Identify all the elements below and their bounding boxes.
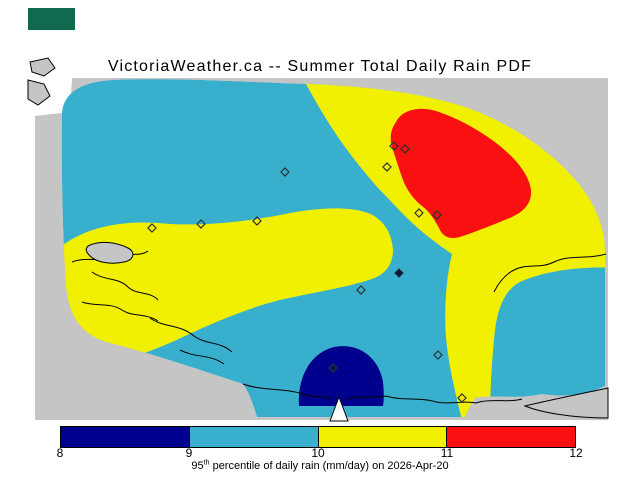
tick-10: 10 xyxy=(311,446,325,460)
tick-12: 12 xyxy=(569,446,583,460)
colorbar-segment-9-10 xyxy=(188,427,318,447)
station-marker xyxy=(356,285,366,295)
station-marker xyxy=(147,223,157,233)
colorbar-segment-8-9 xyxy=(61,427,189,447)
colorbar-ticks: 8 9 10 11 12 xyxy=(56,446,583,460)
rain-field-11-12 xyxy=(390,108,532,239)
station-marker xyxy=(280,167,290,177)
map-fragment-2 xyxy=(27,79,51,106)
rain-field-8-9 xyxy=(298,346,384,406)
coastline-south-west xyxy=(242,383,333,400)
banner-fragment xyxy=(28,8,75,30)
station-marker xyxy=(400,144,410,154)
colorbar-caption: 95th percentile of daily rain (mm/day) o… xyxy=(0,459,640,472)
station-marker xyxy=(432,210,442,220)
colorbar xyxy=(60,426,576,448)
coastline-inlet-3 xyxy=(81,301,159,322)
coastlines xyxy=(33,62,607,404)
station-marker xyxy=(389,141,399,151)
tick-9: 9 xyxy=(185,446,193,460)
rain-field-10-11-west-band xyxy=(61,208,393,365)
colorbar-segment-10-11 xyxy=(317,427,447,447)
rain-field-10-11-east xyxy=(298,79,606,417)
colorbar-segment-11-12 xyxy=(446,427,575,447)
station-marker xyxy=(433,350,443,360)
station-marker xyxy=(328,363,338,373)
coastline-inlet-4 xyxy=(149,317,233,353)
caption-superscript: th xyxy=(203,459,210,467)
station-marker xyxy=(196,219,206,229)
harbour-notch xyxy=(329,395,349,422)
station-marker xyxy=(252,216,262,226)
station-marker xyxy=(394,268,404,278)
bottom-right-land-wedge xyxy=(523,387,609,419)
caption-text: percentile of daily rain (mm/day) on 202… xyxy=(209,460,449,472)
page-title: VictoriaWeather.ca -- Summer Total Daily… xyxy=(107,58,533,75)
coastline-east xyxy=(493,253,607,293)
station-marker xyxy=(414,208,424,218)
sooke-basin-land xyxy=(85,241,134,264)
tick-11: 11 xyxy=(440,446,454,460)
caption-number: 95 xyxy=(191,460,204,472)
station-markers xyxy=(147,141,467,403)
station-marker xyxy=(457,393,467,403)
coastline-inlet-2 xyxy=(91,271,159,301)
coastline-south-east xyxy=(346,395,523,404)
tick-8: 8 xyxy=(56,446,64,460)
coastline-inlet-5 xyxy=(179,349,225,365)
map-fragment-1 xyxy=(29,57,56,77)
station-marker xyxy=(382,162,392,172)
